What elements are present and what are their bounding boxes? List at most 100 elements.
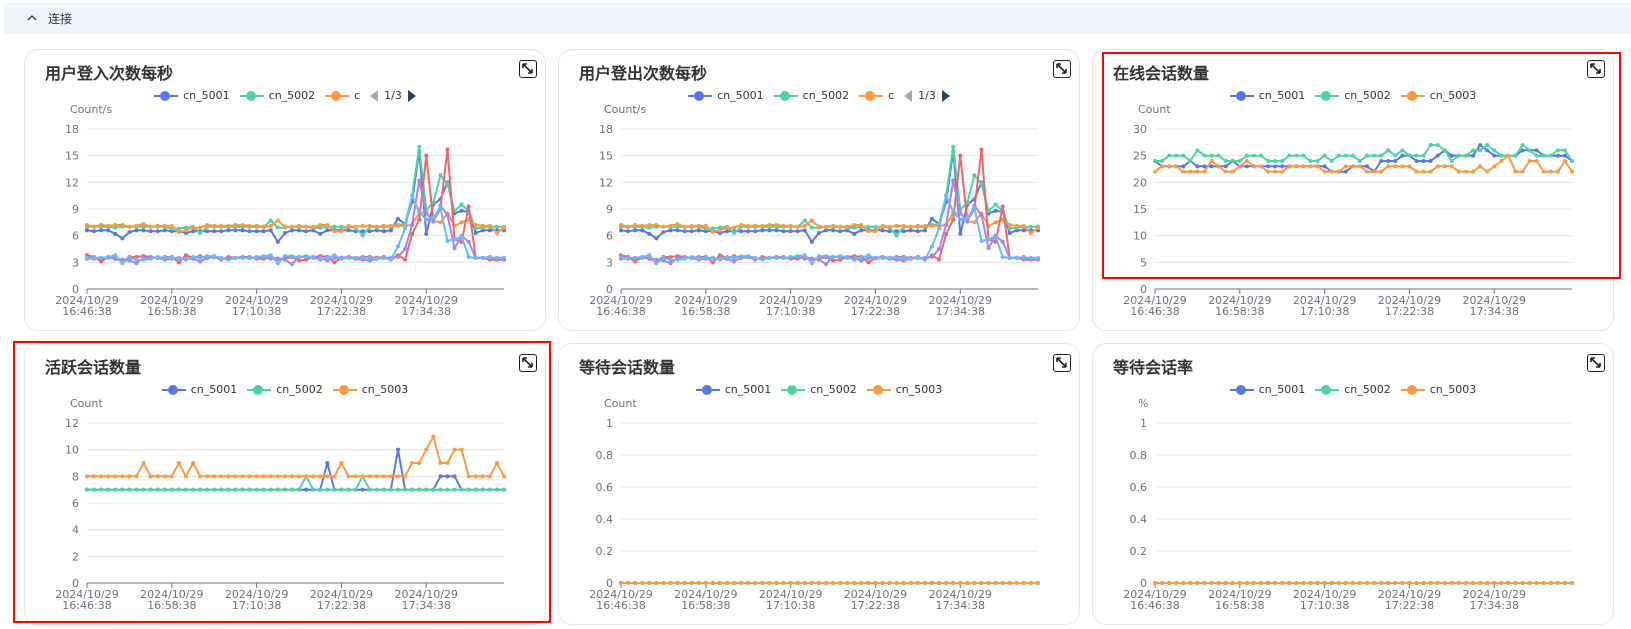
data-point: [374, 474, 379, 479]
legend-label: cn_5001: [190, 383, 238, 396]
data-point: [937, 247, 942, 251]
data-point: [275, 239, 280, 244]
data-point: [417, 144, 422, 149]
legend-item[interactable]: cn_5002: [1315, 89, 1391, 102]
data-point: [1315, 581, 1320, 585]
data-point: [1414, 581, 1419, 585]
legend-item[interactable]: cn_5003: [1400, 383, 1476, 396]
x-tick-label: 2024/10/29: [310, 294, 373, 307]
data-point: [894, 229, 899, 234]
legend-item[interactable]: cn_5001: [1229, 89, 1305, 102]
data-point: [1463, 169, 1468, 174]
data-point: [134, 257, 139, 262]
data-point: [717, 253, 722, 258]
legend-next-icon[interactable]: [407, 89, 416, 102]
legend-label: cn_5002: [268, 89, 316, 102]
legend-item[interactable]: cn_5002: [239, 89, 316, 102]
legend-item[interactable]: cn_5001: [161, 383, 238, 396]
expand-icon[interactable]: [1053, 354, 1071, 372]
data-point: [1442, 581, 1447, 585]
data-point: [845, 224, 850, 229]
data-point: [972, 206, 977, 211]
expand-icon[interactable]: [1053, 60, 1071, 78]
legend-item[interactable]: c: [325, 89, 360, 102]
data-point: [972, 581, 977, 585]
data-point: [1421, 169, 1426, 174]
data-point: [502, 225, 506, 230]
legend-marker-icon: [1400, 90, 1425, 102]
data-point: [148, 229, 153, 234]
data-point: [689, 581, 694, 585]
legend-item[interactable]: cn_5002: [781, 383, 857, 396]
data-point: [297, 228, 302, 233]
data-point: [141, 461, 146, 465]
data-point: [1365, 169, 1370, 174]
data-point: [191, 225, 196, 230]
data-point: [417, 461, 422, 465]
legend-item[interactable]: cn_5002: [1315, 383, 1391, 396]
data-point: [852, 223, 857, 227]
legend-item[interactable]: cn_5002: [247, 383, 323, 396]
data-point: [261, 254, 266, 259]
legend-item[interactable]: cn_5001: [154, 89, 230, 102]
expand-icon[interactable]: [519, 60, 537, 78]
data-point: [1021, 223, 1026, 228]
data-point: [339, 224, 344, 229]
data-point: [1230, 581, 1235, 585]
legend-item[interactable]: c: [859, 89, 894, 102]
data-point: [852, 231, 857, 236]
x-tick-label: 2024/10/29: [844, 588, 907, 601]
data-point: [1428, 169, 1433, 174]
legend-item[interactable]: cn_5003: [332, 383, 408, 396]
data-point: [1471, 148, 1476, 153]
legend-prev-icon[interactable]: [370, 89, 379, 102]
data-point: [739, 223, 744, 227]
series-cn_5003: [1153, 153, 1574, 174]
section-header-connections[interactable]: 连接: [4, 3, 1631, 34]
legend-item[interactable]: cn_5002: [773, 89, 849, 102]
data-point: [972, 173, 977, 178]
data-point: [339, 487, 344, 492]
data-point: [275, 474, 280, 479]
data-point: [183, 228, 188, 233]
data-point: [1570, 169, 1574, 174]
data-point: [487, 223, 492, 228]
data-point: [633, 223, 638, 227]
data-point: [92, 487, 97, 492]
legend-item[interactable]: cn_5001: [688, 89, 764, 102]
y-axis-label: Count: [70, 397, 103, 410]
data-point: [1160, 164, 1165, 169]
legend-item[interactable]: cn_5003: [1400, 89, 1476, 102]
data-point: [1379, 169, 1384, 174]
legend-label: cn_5003: [895, 383, 943, 396]
legend-prev-icon[interactable]: [904, 89, 913, 102]
expand-icon[interactable]: [1587, 60, 1605, 78]
data-point: [268, 223, 273, 228]
data-point: [120, 236, 125, 241]
data-point: [894, 581, 899, 585]
legend-item[interactable]: cn_5001: [1229, 383, 1305, 396]
legend-item[interactable]: cn_5003: [866, 383, 943, 396]
data-point: [134, 228, 139, 233]
x-tick-label: 2024/10/29: [140, 294, 203, 307]
data-point: [1223, 159, 1228, 163]
data-point: [353, 255, 358, 260]
data-point: [1329, 169, 1334, 174]
x-tick-label: 16:58:38: [681, 305, 730, 318]
data-point: [1400, 581, 1405, 585]
data-point: [1372, 581, 1377, 585]
data-point: [795, 254, 800, 259]
data-point: [254, 223, 259, 228]
expand-icon[interactable]: [519, 354, 537, 372]
legend-item[interactable]: cn_5001: [695, 383, 771, 396]
chevron-up-icon[interactable]: [26, 12, 38, 24]
x-tick-label: 2024/10/29: [1123, 294, 1186, 307]
data-point: [494, 224, 499, 229]
expand-icon[interactable]: [1587, 354, 1605, 372]
data-point: [1485, 169, 1490, 174]
data-point: [268, 218, 273, 223]
x-tick-label: 2024/10/29: [759, 294, 822, 307]
data-point: [1513, 581, 1518, 585]
legend-next-icon[interactable]: [941, 89, 950, 102]
x-tick-label: 2024/10/29: [929, 294, 992, 307]
